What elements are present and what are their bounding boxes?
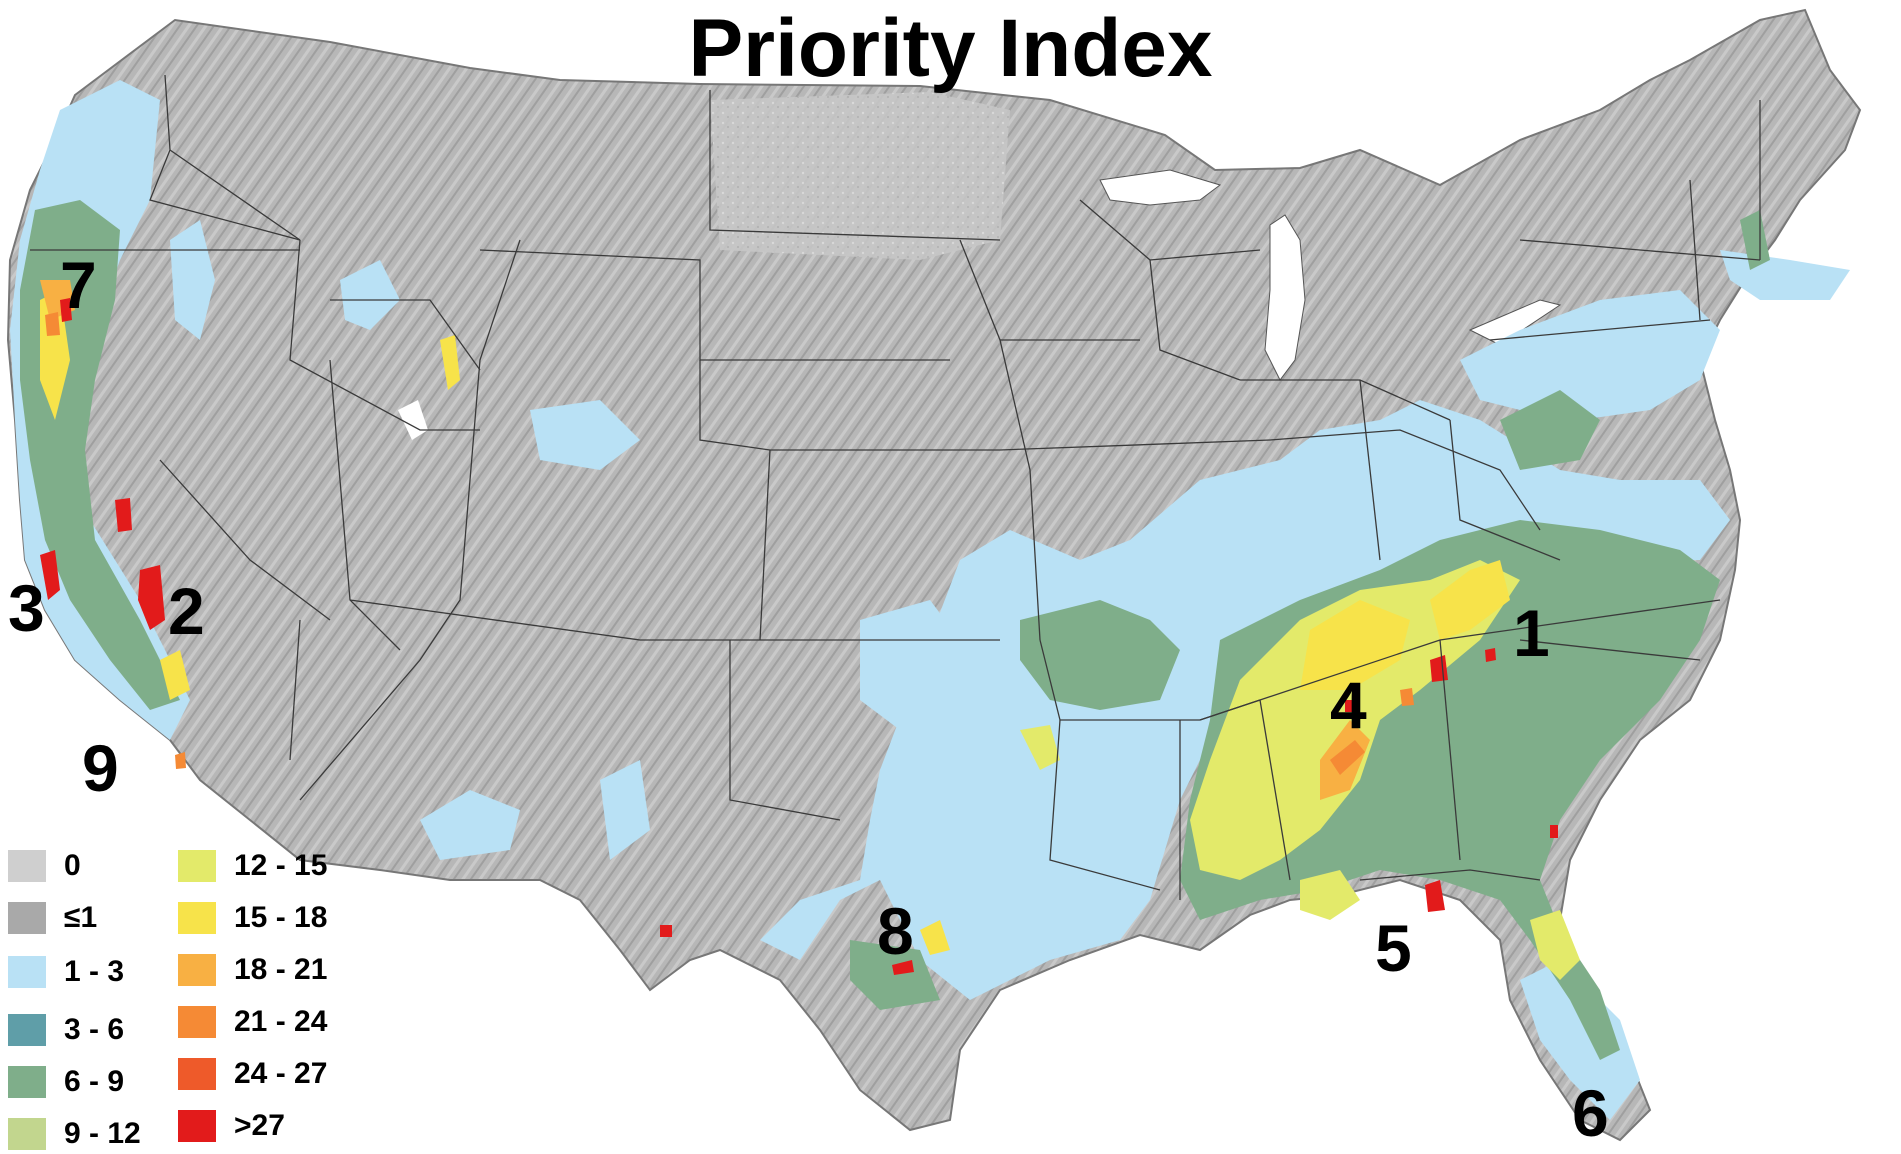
lake-michigan bbox=[1264, 214, 1306, 381]
lake-superior bbox=[1099, 169, 1222, 206]
region-label-5: 5 bbox=[1375, 911, 1412, 985]
region-label-8: 8 bbox=[877, 894, 914, 968]
state-borders bbox=[30, 74, 1761, 900]
region-label-4: 4 bbox=[1330, 668, 1367, 742]
region-label-6: 6 bbox=[1572, 1076, 1609, 1150]
region-label-3: 3 bbox=[8, 571, 45, 645]
region-label-7: 7 bbox=[60, 248, 97, 322]
northern-plains-texture bbox=[710, 92, 1010, 260]
class-over-27-areas bbox=[40, 298, 1558, 975]
class-18-27-areas bbox=[45, 312, 1414, 775]
region-label-2: 2 bbox=[168, 574, 205, 648]
region-label-9: 9 bbox=[82, 731, 119, 805]
region-label-1: 1 bbox=[1513, 596, 1550, 670]
map-title: Priority Index bbox=[688, 3, 1213, 94]
